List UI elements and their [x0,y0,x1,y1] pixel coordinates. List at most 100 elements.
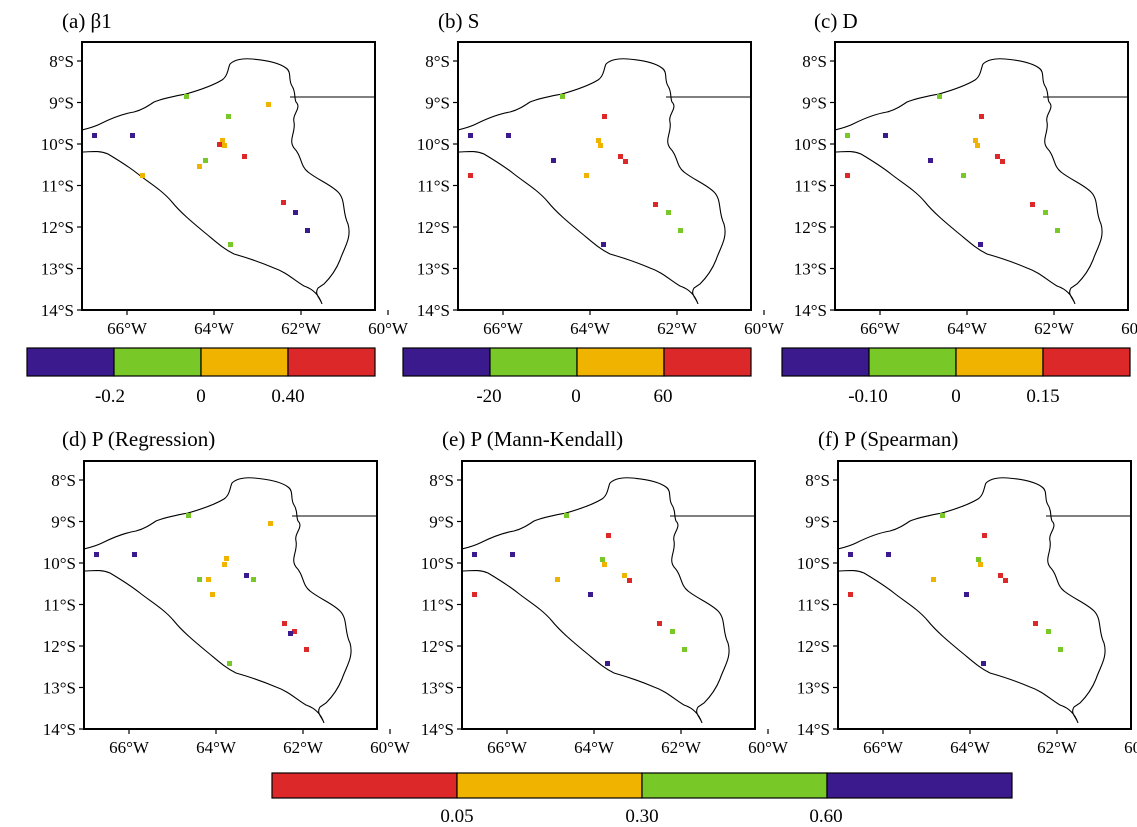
station-marker [227,661,232,666]
region-outline [462,477,755,724]
station-marker [1046,629,1051,634]
map-frame [83,460,378,730]
station-marker [281,200,286,205]
station-marker [222,562,227,567]
station-marker [266,102,271,107]
map-frame [461,460,756,730]
lon-tick-label: 60°W [744,319,785,338]
region-outline [458,58,751,305]
panel-e: (e) P (Mann-Kendall) 8°S 9°S 10°S 11°S 12°S 1… [421,427,789,757]
station-marker [184,94,189,99]
station-marker [305,228,310,233]
station-marker [226,114,231,119]
station-marker [197,164,202,169]
station-marker [653,202,658,207]
station-marker [132,552,137,557]
station-marker [940,513,945,518]
station-marker [598,143,603,148]
station-marker [94,552,99,557]
lon-tick-label: 66°W [483,319,524,338]
panel-c: (c) D 8°S 9°S 10°S 11°S 12°S 13°S 14°S 66°W 64°W… [794,9,1137,338]
lat-tick-label: 12°S [797,637,830,656]
station-marker [682,647,687,652]
panel-title: (b) S [438,9,479,33]
panel-title: (f) P (Spearman) [818,427,958,451]
station-marker [964,592,969,597]
colorbar-label: 0.05 [440,806,473,827]
lon-tick-label: 60°W [1124,738,1137,757]
lat-tick-label: 11°S [797,596,830,615]
station-marker [224,556,229,561]
colorbar-segment [663,347,752,377]
station-marker [220,138,225,143]
colorbar-segment [271,772,458,799]
station-marker [1058,647,1063,652]
lat-tick-label: 9°S [802,94,827,113]
lon-tick-label: 62°W [283,738,324,757]
lat-tick-label: 12°S [417,218,450,237]
station-marker [217,142,222,147]
panel-title: (e) P (Mann-Kendall) [442,427,623,451]
station-marker [468,133,473,138]
station-marker [1030,202,1035,207]
lat-tick-label: 9°S [51,513,76,532]
station-marker [92,133,97,138]
station-marker [510,552,515,557]
station-marker [998,573,1003,578]
lat-tick-label: 14°S [417,301,450,320]
colorbar-segment [402,347,491,377]
station-marker [937,94,942,99]
panel-d: (d) P (Regression) 8°S 9°S 10°S 11°S 12°S 13°… [43,427,411,757]
lon-tick-label: 64°W [194,319,235,338]
station-marker [623,159,628,164]
region-outline [82,58,375,305]
map-frame [834,41,1129,311]
station-marker [472,592,477,597]
colorbar-s: -20 0 60 [402,347,752,407]
lat-tick-label: 8°S [49,52,74,71]
map-frame [81,41,376,311]
station-marker [976,557,981,562]
station-marker [203,158,208,163]
station-marker [618,154,623,159]
station-marker [1003,578,1008,583]
station-marker [981,661,986,666]
colorbar-segment [826,772,1013,799]
station-marker [975,143,980,148]
station-marker [506,133,511,138]
station-marker [666,210,671,215]
lat-tick-label: 12°S [421,637,454,656]
station-marker [979,114,984,119]
map-frame-group: 8°S 9°S 10°S 11°S 12°S 13°S 14°S 66°W 64°W 62°W 60… [421,460,789,757]
station-marker [845,133,850,138]
station-marker [601,242,606,247]
colorbar-segment [113,347,202,377]
station-marker [848,552,853,557]
lat-tick-label: 11°S [421,596,454,615]
station-marker [140,173,145,178]
colorbar-label: -0.10 [848,386,888,407]
lat-tick-label: 11°S [41,177,74,196]
colorbar-label: 0 [951,386,961,407]
colorbar-segment [868,347,957,377]
lat-tick-label: 8°S [429,471,454,490]
station-marker [596,138,601,143]
lat-tick-label: 10°S [421,554,454,573]
map-frame-group: 8°S 9°S 10°S 11°S 12°S 13°S 14°S 66°W 64°W 62°W 60… [41,41,409,338]
panel-title: (a) β1 [62,9,112,33]
station-marker [244,573,249,578]
lat-tick-label: 13°S [417,260,450,279]
station-marker [678,228,683,233]
station-marker [928,158,933,163]
panel-f: (f) P (Spearman) 8°S 9°S 10°S 11°S 12°S 13°S 1… [797,427,1137,757]
map-frame [837,460,1132,730]
colorbar-d: -0.10 0 0.15 [781,347,1131,407]
lat-tick-label: 14°S [43,720,76,739]
station-marker [982,533,987,538]
station-marker [472,552,477,557]
station-marker [304,647,309,652]
station-marker [848,592,853,597]
colorbar-label: 0 [196,386,206,407]
lat-tick-label: 12°S [41,218,74,237]
lon-tick-label: 60°W [370,738,411,757]
